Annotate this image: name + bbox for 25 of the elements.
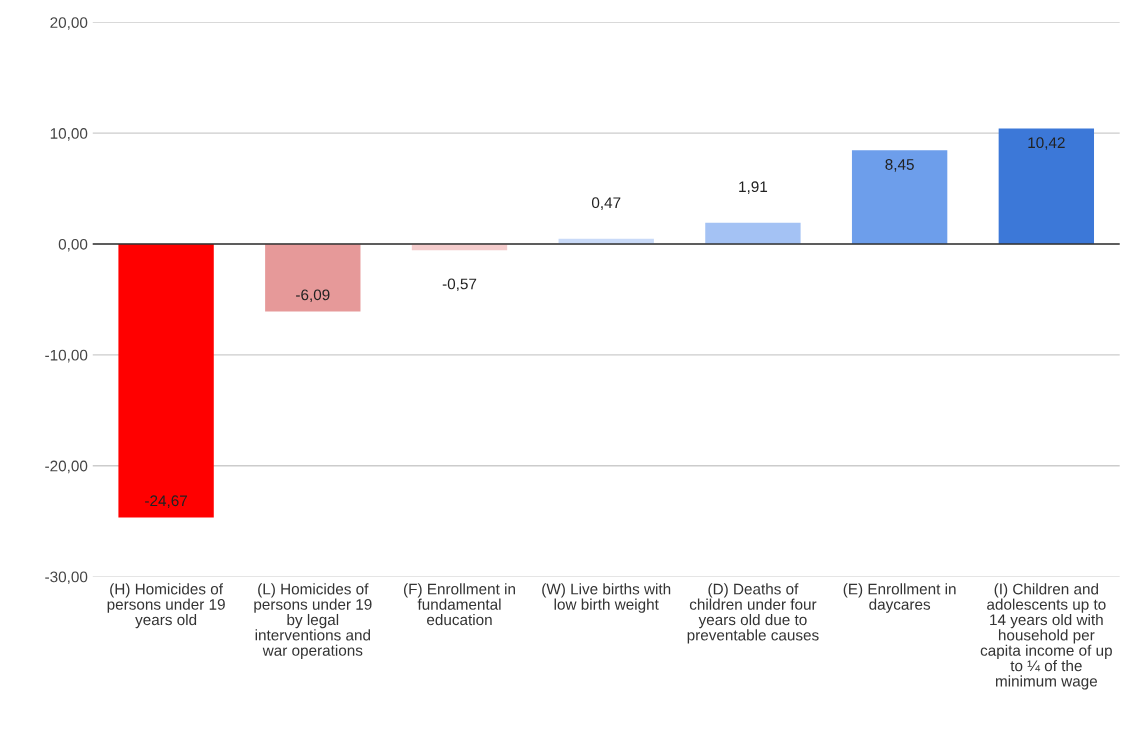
x-tick-label: (F) Enrollment in fundamental education <box>404 583 515 626</box>
data-label: 10,42 <box>1028 137 1065 150</box>
x-tick-label: (I) Children and adolescents up to 14 years old with household per capita income of up to ¼ of the minimum wage <box>980 583 1112 690</box>
y-tick-label: -10,00 <box>45 349 88 363</box>
y-tick-label: -30,00 <box>45 571 88 585</box>
x-tick-label: (H) Homicides of persons under 19 years old <box>107 583 225 629</box>
data-label: -0,57 <box>442 278 477 292</box>
x-tick-label: (E) Enrollment in daycares <box>843 583 956 613</box>
data-label: -24,67 <box>145 495 187 508</box>
bar <box>705 222 801 245</box>
data-label: 8,45 <box>885 159 914 172</box>
bar <box>265 244 361 312</box>
bar <box>851 150 948 245</box>
bar <box>118 244 214 518</box>
x-tick-label: (W) Live births with low birth weight <box>542 583 671 613</box>
y-tick-label: -20,00 <box>45 460 88 474</box>
bar <box>998 128 1095 245</box>
data-label: 0,47 <box>591 197 621 210</box>
x-tick-label: (D) Deaths of children under four years old due to preventable causes <box>687 583 819 644</box>
data-label: -6,09 <box>296 289 330 303</box>
x-tick-label: (L) Homicides of persons under 19 by legal interventions and war operations <box>254 583 372 659</box>
data-label: 1,91 <box>739 181 768 194</box>
y-tick-label: 0,00 <box>58 238 88 252</box>
y-tick-label: 10,00 <box>50 128 88 141</box>
y-tick-label: 20,00 <box>50 17 88 30</box>
